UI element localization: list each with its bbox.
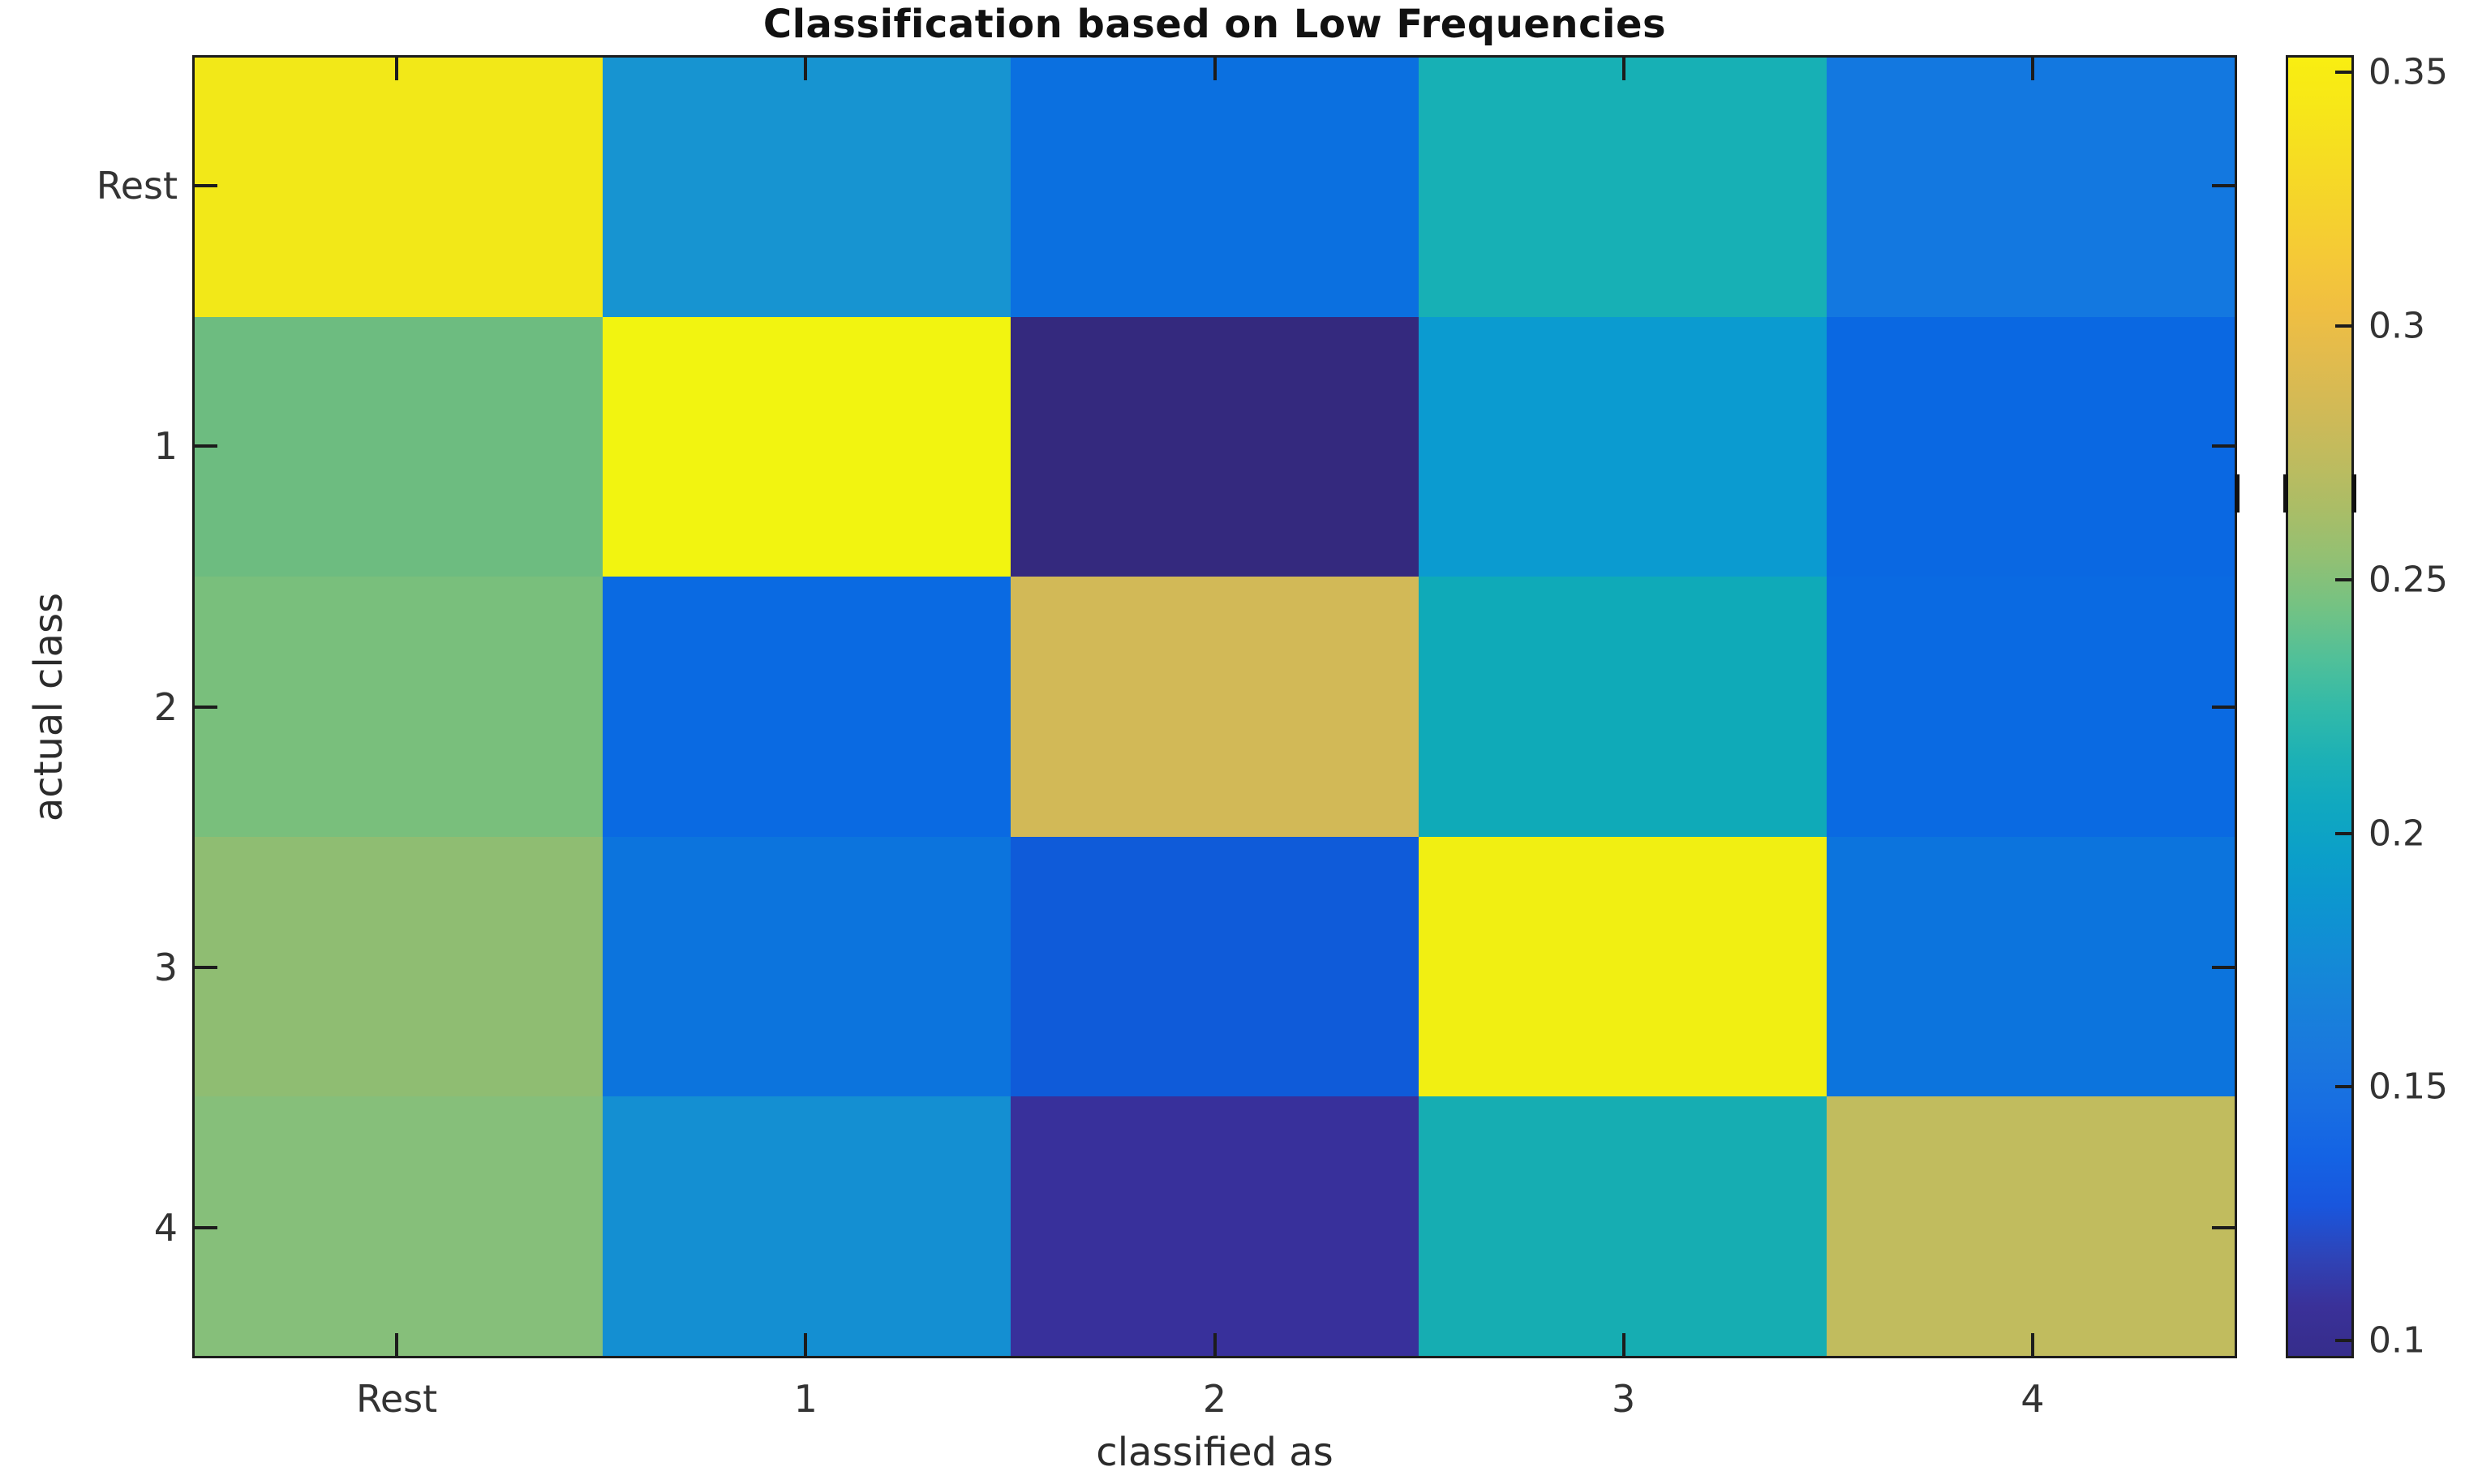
heatmap-cell-3-Rest — [195, 836, 603, 1096]
heatmap-cell-2-4 — [1827, 577, 2235, 837]
heatmap-cell-1-Rest — [195, 317, 603, 577]
colorbar-tick-label-0.25: 0.25 — [2368, 559, 2448, 601]
heatmap-cell-4-3 — [1419, 1096, 1827, 1356]
y-axis-tick-right — [2212, 965, 2235, 969]
colorbar-tick-0.25 — [2335, 577, 2351, 581]
colorbar-tick-0.1 — [2335, 1339, 2351, 1343]
colorbar — [2286, 55, 2354, 1358]
heatmap-cell-2-1 — [603, 577, 1011, 837]
heatmap-cell-2-Rest — [195, 577, 603, 837]
x-axis-label: classified as — [1096, 1430, 1333, 1475]
y-tick-label-Rest: Rest — [96, 163, 178, 208]
x-axis-tick-top — [2030, 58, 2034, 80]
render-artifact — [2235, 474, 2240, 513]
y-axis-tick-left — [195, 1226, 217, 1230]
heatmap-cell-Rest-2 — [1011, 58, 1419, 318]
x-tick-label-Rest: Rest — [355, 1377, 438, 1421]
colorbar-tick-0.35 — [2335, 71, 2351, 75]
heatmap-cell-3-2 — [1011, 836, 1419, 1096]
x-axis-tick-bottom — [804, 1333, 808, 1356]
y-tick-label-4: 4 — [153, 1206, 178, 1250]
x-axis-tick-top — [1621, 58, 1625, 80]
y-tick-label-3: 3 — [153, 945, 178, 989]
heatmap-cell-4-Rest — [195, 1096, 603, 1356]
y-axis-tick-right — [2212, 705, 2235, 709]
heatmap-cell-1-1 — [603, 317, 1011, 577]
colorbar-tick-label-0.3: 0.3 — [2368, 305, 2425, 347]
heatmap-cell-3-1 — [603, 836, 1011, 1096]
x-axis-tick-bottom — [395, 1333, 399, 1356]
y-axis-tick-left — [195, 965, 217, 969]
heatmap-cell-2-2 — [1011, 577, 1419, 837]
heatmap-plot — [192, 55, 2237, 1358]
x-tick-label-3: 3 — [1612, 1377, 1636, 1421]
heatmap-cell-4-1 — [603, 1096, 1011, 1356]
y-tick-label-1: 1 — [153, 424, 178, 469]
x-tick-label-4: 4 — [2021, 1377, 2045, 1421]
colorbar-tick-label-0.35: 0.35 — [2368, 51, 2448, 93]
heatmap-cell-4-4 — [1827, 1096, 2235, 1356]
x-axis-tick-bottom — [1213, 1333, 1217, 1356]
heatmap-cell-Rest-4 — [1827, 58, 2235, 318]
heatmap-cell-3-3 — [1419, 836, 1827, 1096]
chart-title: Classification based on Low Frequencies — [762, 2, 1667, 47]
x-axis-tick-top — [804, 58, 808, 80]
y-axis-tick-right — [2212, 444, 2235, 448]
colorbar-tick-label-0.2: 0.2 — [2368, 813, 2425, 855]
x-axis-tick-top — [395, 58, 399, 80]
heatmap-cell-2-3 — [1419, 577, 1827, 837]
colorbar-tick-0.2 — [2335, 831, 2351, 835]
colorbar-tick-label-0.15: 0.15 — [2368, 1066, 2448, 1108]
y-axis-tick-right — [2212, 183, 2235, 187]
y-axis-tick-left — [195, 444, 217, 448]
heatmap-cell-1-2 — [1011, 317, 1419, 577]
heatmap-cell-Rest-1 — [603, 58, 1011, 318]
y-axis-tick-right — [2212, 1226, 2235, 1230]
x-tick-label-1: 1 — [793, 1377, 818, 1421]
x-axis-tick-bottom — [1621, 1333, 1625, 1356]
heatmap-cell-3-4 — [1827, 836, 2235, 1096]
heatmap-cell-4-2 — [1011, 1096, 1419, 1356]
heatmap-cell-Rest-Rest — [195, 58, 603, 318]
heatmap-cell-1-4 — [1827, 317, 2235, 577]
colorbar-tick-0.3 — [2335, 324, 2351, 328]
heatmap-cell-Rest-3 — [1419, 58, 1827, 318]
y-axis-tick-left — [195, 705, 217, 709]
x-axis-tick-bottom — [2030, 1333, 2034, 1356]
colorbar-tick-0.15 — [2335, 1085, 2351, 1089]
x-tick-label-2: 2 — [1202, 1377, 1227, 1421]
y-tick-label-2: 2 — [153, 684, 178, 729]
y-axis-tick-left — [195, 183, 217, 187]
x-axis-tick-top — [1213, 58, 1217, 80]
heatmap-cell-1-3 — [1419, 317, 1827, 577]
render-artifact — [2283, 474, 2288, 513]
colorbar-tick-label-0.1: 0.1 — [2368, 1319, 2425, 1362]
render-artifact — [2351, 474, 2356, 513]
